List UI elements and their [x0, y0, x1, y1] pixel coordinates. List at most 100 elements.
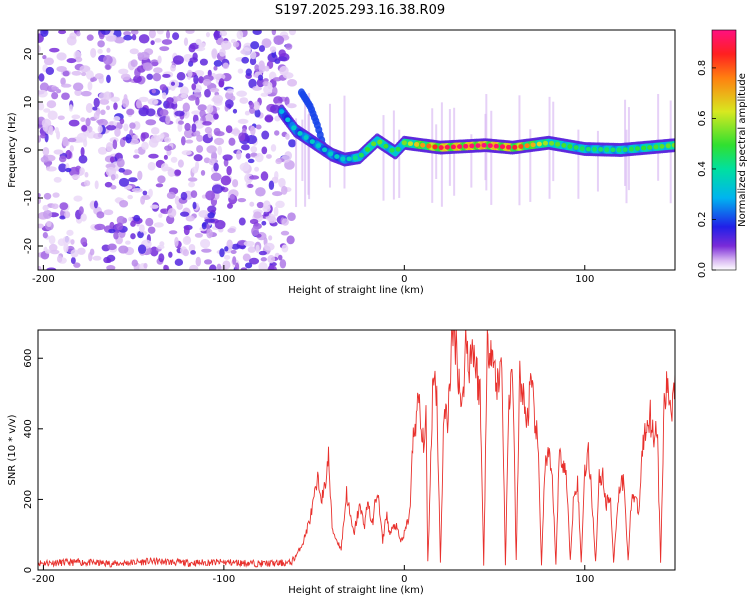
noise-blob: [255, 124, 262, 130]
noise-blob: [179, 86, 189, 96]
noise-blob: [102, 55, 113, 65]
noise-blob: [263, 40, 272, 46]
snr-panel: -200 -100 0 100 0 200 400 600 Height of straig…: [7, 329, 676, 596]
ridge-peak: [352, 155, 358, 161]
snr-y-tick-label: 600: [23, 349, 34, 368]
ridge-peak: [389, 147, 395, 153]
ridge-peak: [634, 146, 641, 151]
noise-blob: [174, 169, 182, 176]
noise-blob: [204, 88, 211, 98]
noise-blob: [219, 248, 225, 258]
noise-blob: [138, 107, 149, 117]
broadband-streak: [431, 108, 434, 203]
noise-blob: [201, 222, 207, 230]
noise-blob: [154, 38, 162, 43]
noise-blob: [213, 30, 219, 41]
noise-blob: [232, 179, 239, 188]
noise-blob: [224, 246, 229, 252]
noise-blob: [140, 195, 146, 205]
noise-blob: [279, 65, 289, 76]
noise-blob: [168, 230, 178, 235]
noise-blob: [231, 95, 236, 101]
noise-blob: [85, 103, 94, 114]
noise-blob: [272, 191, 283, 197]
noise-blob: [143, 262, 148, 269]
broadband-streak: [440, 102, 443, 207]
noise-blob: [109, 121, 114, 126]
noise-blob: [256, 78, 265, 88]
snr-x-ticks: -200 -100 0 100: [32, 565, 594, 585]
noise-blob: [272, 77, 282, 82]
noise-blob: [96, 211, 105, 219]
noise-blob: [194, 120, 205, 129]
noise-blob: [116, 222, 124, 231]
noise-blob: [110, 96, 120, 103]
noise-blob: [94, 223, 106, 231]
broadband-streak: [398, 129, 401, 198]
ridge-peak: [426, 143, 432, 149]
noise-blob: [249, 201, 255, 207]
noise-blob: [288, 139, 297, 148]
noise-blob: [39, 82, 49, 92]
noise-blob: [116, 158, 125, 168]
noise-blob: [190, 250, 196, 255]
broadband-streak: [577, 129, 580, 199]
noise-blob: [90, 77, 95, 83]
noise-blob: [209, 264, 217, 270]
noise-blob: [54, 126, 59, 134]
noise-blob: [49, 47, 60, 53]
noise-blob: [158, 253, 165, 263]
noise-blob: [119, 200, 129, 208]
noise-blob: [137, 244, 147, 255]
noise-blob: [48, 243, 58, 252]
noise-blob: [188, 95, 197, 101]
noise-blob: [216, 263, 222, 270]
noise-blob: [211, 48, 218, 59]
noise-blob: [152, 72, 162, 82]
ridge-peak: [401, 140, 407, 146]
noise-blob: [188, 44, 196, 53]
ridge-peak: [413, 142, 420, 147]
noise-blob: [189, 57, 198, 63]
noise-blob: [247, 183, 254, 189]
noise-blob: [274, 130, 280, 136]
noise-blob: [174, 258, 184, 266]
noise-blob: [58, 163, 67, 173]
noise-blob: [170, 64, 176, 72]
noise-blob: [185, 30, 195, 34]
noise-blob: [113, 102, 118, 110]
noise-blob: [170, 156, 178, 163]
ridge-peak: [395, 146, 401, 152]
noise-blob: [191, 83, 197, 91]
ridge-peak: [622, 147, 628, 153]
noise-blob: [118, 168, 126, 173]
noise-blob: [68, 104, 74, 112]
noise-blob: [112, 139, 118, 150]
colorbar: 0.0 0.2 0.4 0.6 0.8 Normalized spectral ampl…: [697, 29, 748, 278]
noise-blob: [243, 240, 255, 247]
noise-blob: [63, 243, 69, 253]
ridge-peak: [364, 147, 371, 152]
noise-blob: [130, 59, 138, 68]
noise-blob: [38, 44, 41, 54]
noise-blob: [263, 211, 270, 217]
snr-series-line: [38, 330, 675, 568]
noise-blob: [264, 114, 274, 123]
noise-blob: [285, 43, 293, 50]
snr-y-ticks: 0 200 400 600: [23, 349, 43, 573]
noise-blob: [133, 214, 141, 222]
noise-blob: [147, 98, 159, 106]
ridge-peak: [291, 125, 297, 131]
noise-blob: [81, 72, 87, 77]
noise-blob: [142, 190, 148, 196]
noise-blob: [38, 265, 42, 270]
noise-blob: [51, 86, 59, 91]
noise-blob: [230, 128, 241, 135]
noise-blob: [218, 78, 225, 88]
noise-blob: [128, 216, 133, 222]
noise-blob: [207, 212, 215, 219]
noise-blob: [172, 32, 180, 40]
noise-blob: [46, 100, 57, 109]
noise-blob: [177, 159, 184, 168]
